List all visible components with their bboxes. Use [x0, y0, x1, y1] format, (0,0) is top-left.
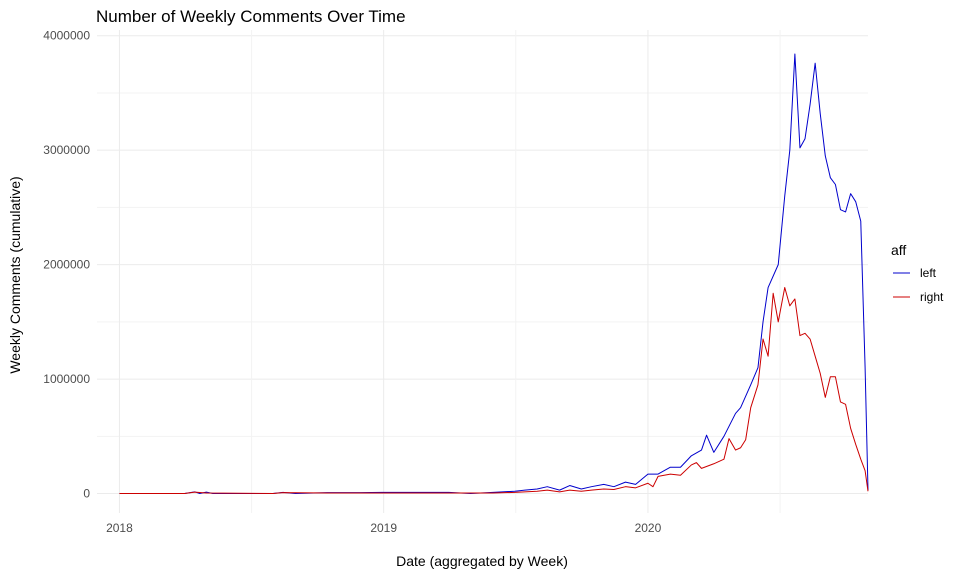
series-line-right: [119, 287, 869, 495]
y-axis-ticks: 0 1000000 2000000 3000000 4000000: [43, 29, 90, 501]
legend-label-left: left: [920, 266, 937, 280]
series-line-left: [119, 53, 869, 495]
legend-label-right: right: [920, 290, 944, 304]
chart-title: Number of Weekly Comments Over Time: [96, 7, 406, 26]
x-tick-label: 2020: [635, 521, 662, 535]
grid: [97, 30, 868, 513]
y-axis-title: Weekly Comments (cumulative): [7, 176, 23, 373]
x-axis-ticks: 2018 2019 2020: [106, 521, 662, 535]
y-tick-label: 2000000: [43, 258, 90, 272]
y-tick-label: 4000000: [43, 29, 90, 43]
x-tick-label: 2019: [370, 521, 397, 535]
y-tick-label: 1000000: [43, 372, 90, 386]
x-axis-title: Date (aggregated by Week): [396, 553, 568, 569]
y-tick-label: 0: [83, 487, 90, 501]
y-tick-label: 3000000: [43, 143, 90, 157]
legend-title: aff: [891, 242, 906, 258]
x-tick-label: 2018: [106, 521, 133, 535]
series-lines: [119, 53, 869, 495]
legend: aff left right: [891, 242, 944, 304]
